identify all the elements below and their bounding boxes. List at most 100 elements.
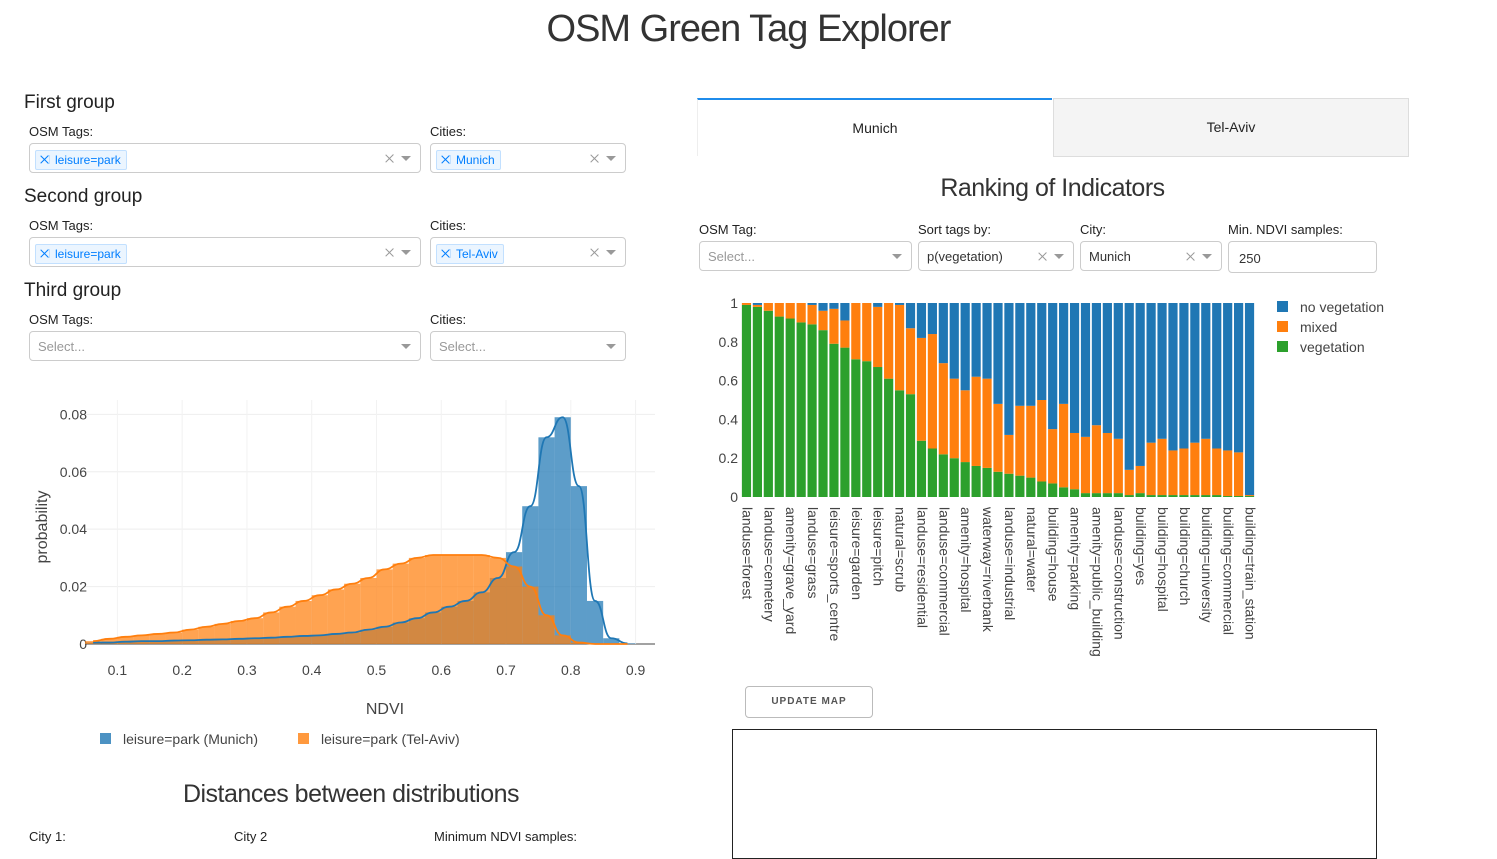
label: OSM Tag: (699, 222, 757, 237)
x-tick-label: 0.2 (172, 662, 192, 678)
tag-select[interactable]: Select... (699, 241, 912, 271)
bar-segment (1146, 442, 1156, 496)
legend-swatch (1277, 321, 1288, 332)
clear[interactable] (590, 154, 599, 163)
bar-segment (1037, 481, 1047, 497)
bar-segment (774, 303, 784, 317)
hist-bar (165, 632, 183, 644)
bar-segment (1069, 432, 1080, 490)
bar-segment (905, 394, 916, 497)
legend-label: leisure=park (Tel-Aviv) (321, 731, 460, 747)
bar-segment (873, 303, 883, 307)
bar-segment (927, 334, 937, 449)
bar-segment (1069, 303, 1080, 433)
arrow (606, 344, 616, 349)
cities-select[interactable]: Munich (430, 143, 626, 173)
bar-segment (949, 458, 959, 497)
bar-segment (894, 304, 905, 391)
bar-segment (993, 403, 1003, 472)
hist-bar (133, 635, 150, 644)
chip-remove[interactable] (40, 249, 50, 258)
hist-bar (149, 633, 166, 644)
bar-segment (807, 303, 817, 305)
cities-select[interactable]: Select... (430, 331, 626, 361)
label: Cities: (430, 124, 467, 139)
clear[interactable] (385, 248, 394, 257)
x-tick-label: amenity=grave_yard (783, 507, 799, 634)
chip[interactable]: leisure=park (35, 150, 127, 170)
bar-segment (862, 361, 872, 497)
clear[interactable] (1038, 252, 1047, 261)
bar-segment (862, 303, 872, 362)
cities-select[interactable]: Tel-Aviv (430, 237, 626, 267)
bar-segment (916, 303, 927, 338)
arrow (1202, 254, 1212, 259)
bar-segment (1212, 303, 1222, 449)
bar-segment (1080, 303, 1091, 437)
clear[interactable] (590, 248, 599, 257)
bar-segment (741, 303, 752, 305)
sort-select[interactable]: p(vegetation) (918, 241, 1074, 271)
x-tick-label: building=commercial (1221, 507, 1237, 635)
bar-segment (1201, 495, 1211, 497)
tab[interactable]: Tel-Aviv (1053, 98, 1409, 157)
x-tick-label: leisure=garden (849, 507, 865, 600)
bar-segment (905, 328, 916, 395)
legend-swatch (1277, 301, 1288, 312)
bar-segment (993, 471, 1003, 497)
tags-select[interactable]: leisure=park (29, 143, 421, 173)
legend-label: mixed (1300, 319, 1337, 335)
x-tick-label: landuse=forest (739, 507, 755, 599)
clear[interactable] (1186, 252, 1195, 261)
x-tick-label: building=hospital (1155, 507, 1171, 612)
label: City: (1080, 222, 1106, 237)
update-button[interactable]: UPDATE MAP (745, 686, 873, 718)
chip-remove[interactable] (441, 249, 451, 258)
bar-segment (1113, 438, 1123, 494)
chip[interactable]: Tel-Aviv (436, 244, 504, 264)
bar-segment (1135, 303, 1145, 466)
chip-text: leisure=park (55, 247, 121, 261)
number-input[interactable]: 250 (1228, 241, 1377, 273)
bar-segment (1223, 303, 1233, 451)
hist-bar (214, 623, 231, 644)
tab-active[interactable]: Munich (697, 98, 1052, 156)
x-icon (40, 155, 49, 164)
tags-select[interactable]: leisure=park (29, 237, 421, 267)
x-tick-label: leisure=sports_centre (827, 507, 843, 641)
bar-segment (840, 303, 850, 321)
bar-segment (1091, 425, 1102, 494)
y-tick-label: 0.08 (60, 406, 87, 422)
clear[interactable] (385, 154, 394, 163)
value: p(vegetation) (927, 249, 1003, 264)
bar-segment (1124, 303, 1134, 470)
bar-segment (741, 304, 752, 497)
chip-text: leisure=park (55, 153, 121, 167)
chip-remove[interactable] (441, 155, 451, 164)
bar-segment (1234, 496, 1244, 497)
bar-segment (916, 337, 927, 441)
arrow (401, 156, 411, 161)
tags-select[interactable]: Select... (29, 331, 421, 361)
legend-swatch (298, 733, 309, 744)
hist-bar (198, 626, 215, 644)
city-select[interactable]: Munich (1080, 241, 1222, 271)
hist-bar (522, 586, 539, 644)
chip[interactable]: leisure=park (35, 244, 127, 264)
map (732, 729, 1377, 859)
hist-bar (506, 566, 523, 644)
x-tick-label: building=house (1046, 507, 1062, 602)
chip[interactable]: Munich (436, 150, 501, 170)
bar-segment (971, 465, 981, 497)
y-tick-label: 0.02 (60, 579, 87, 595)
x-tick-label: landuse=industrial (1002, 507, 1018, 620)
bar-segment (938, 363, 948, 455)
hist-bar (117, 636, 134, 644)
x-icon (40, 249, 49, 258)
chip-remove[interactable] (40, 155, 50, 164)
bar-segment (1004, 473, 1014, 497)
arrow (1054, 254, 1064, 259)
label: OSM Tags: (29, 218, 94, 233)
bar-segment (1212, 495, 1222, 497)
bar-segment (785, 318, 795, 497)
